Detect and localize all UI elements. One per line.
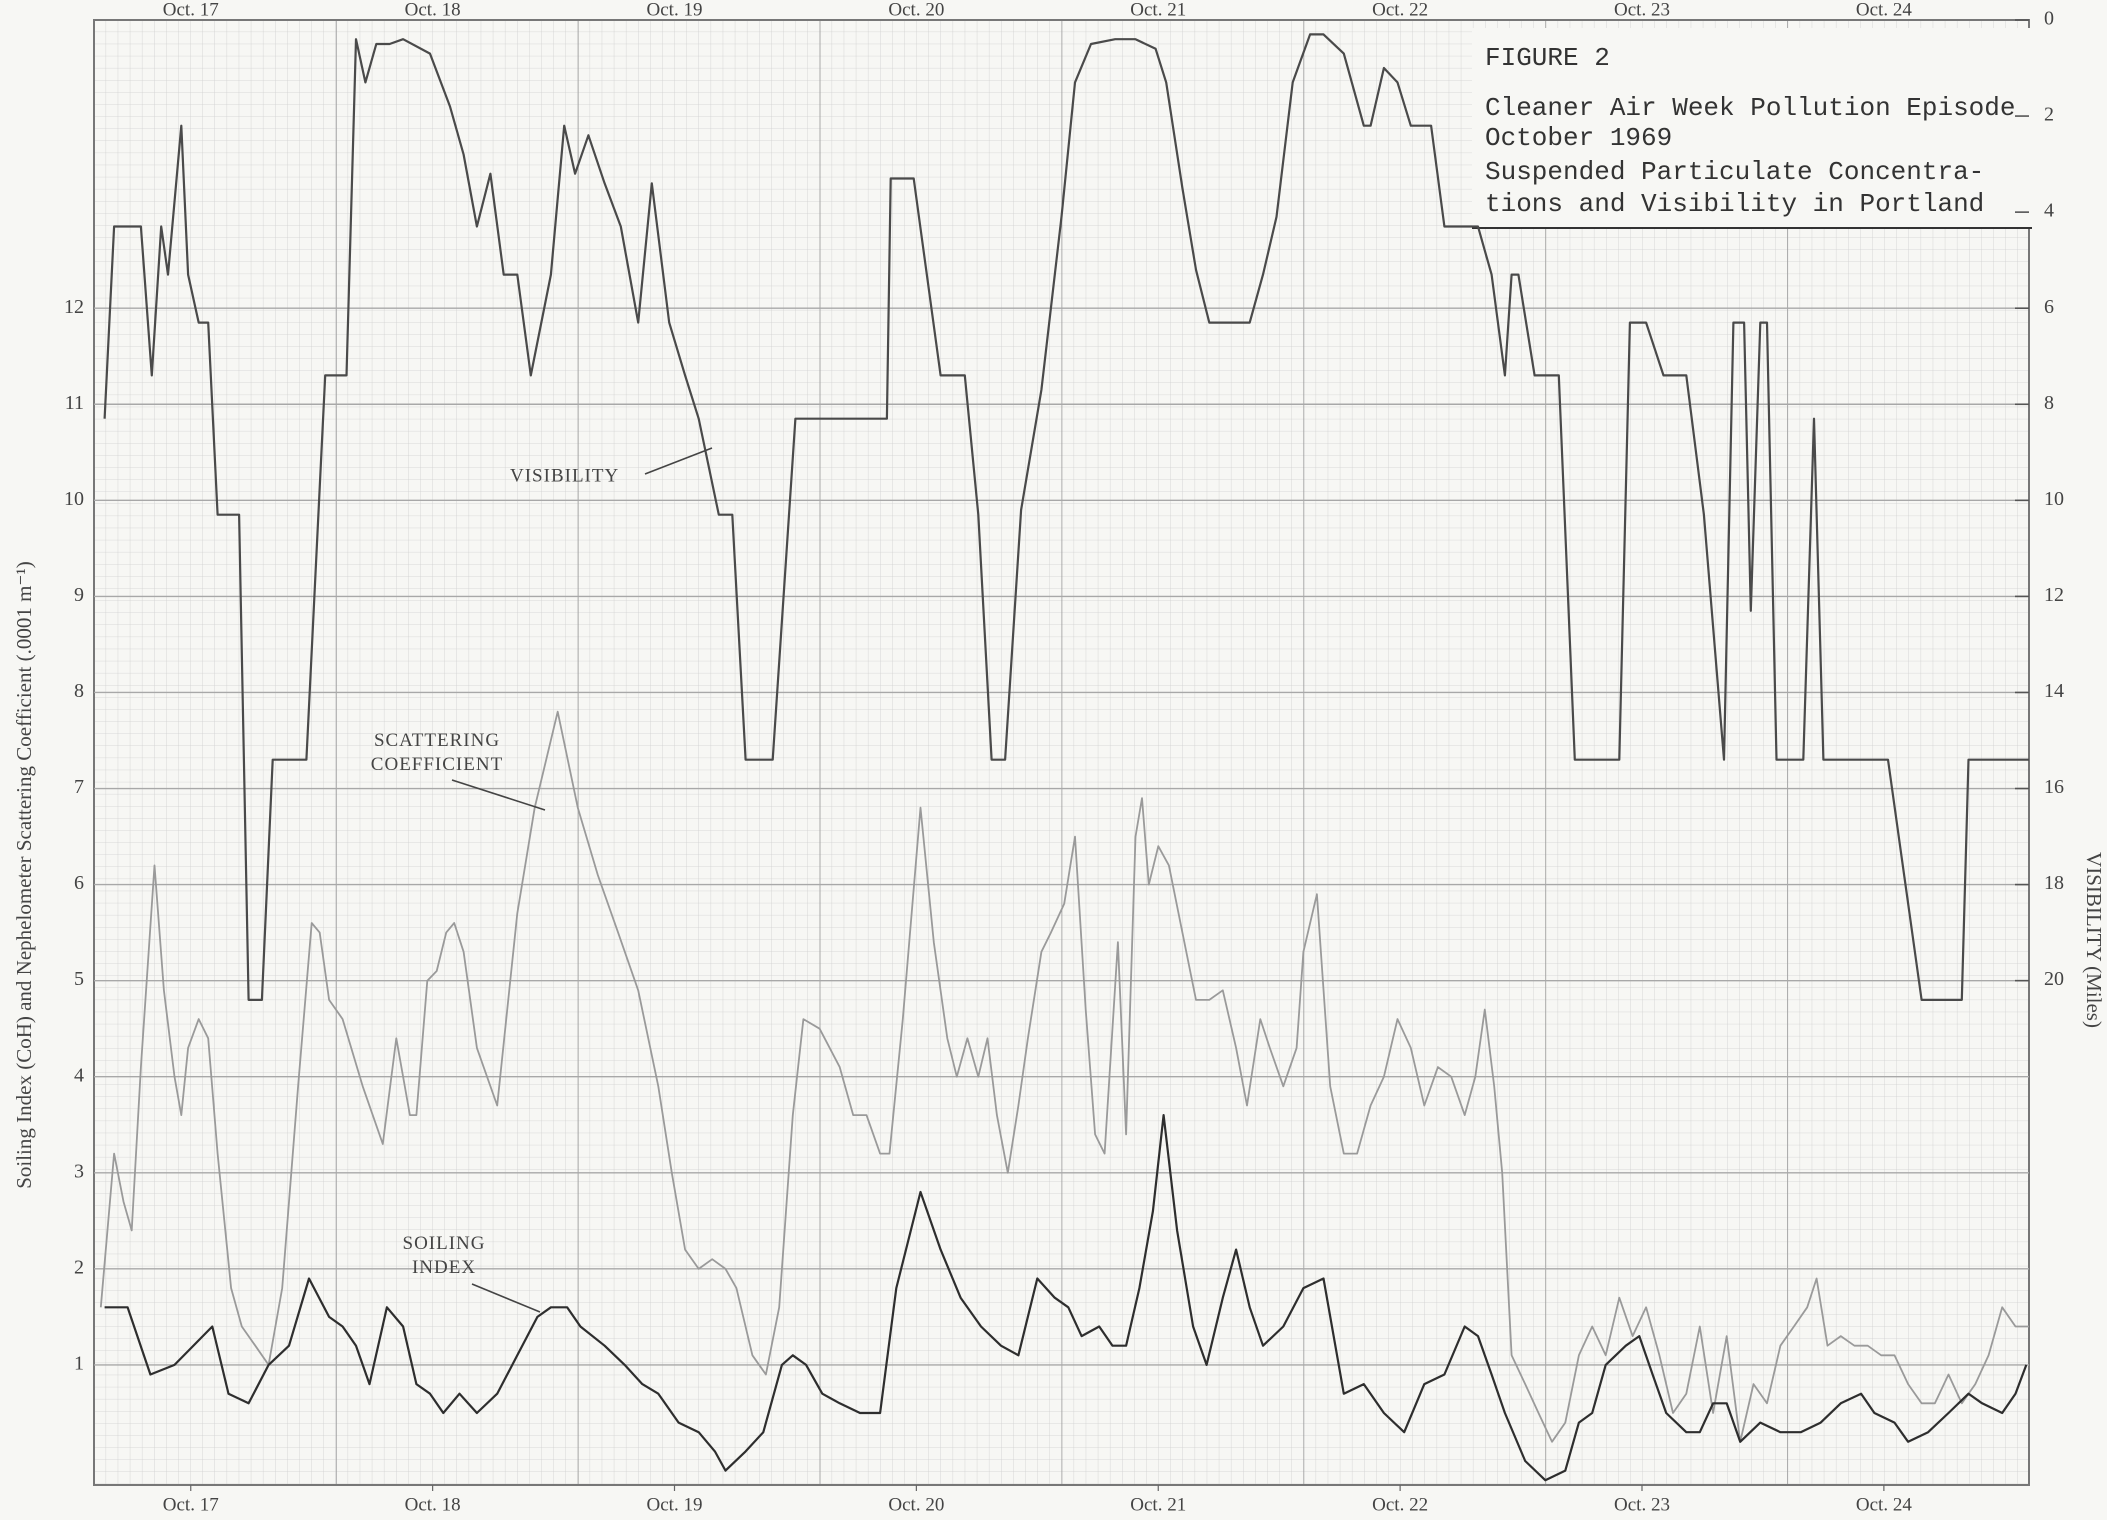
y-tick-label: 12 [64, 296, 84, 318]
leader-line [644, 447, 713, 475]
series-label: VISIBILITY [510, 465, 619, 486]
x-tick-label: Oct. 20 [888, 1494, 944, 1515]
y2-tick-label: 4 [2044, 200, 2054, 222]
y-tick-label: 7 [74, 776, 84, 798]
series-label-line: SCATTERING [374, 730, 500, 751]
x-tick-label: Oct. 22 [1372, 1494, 1428, 1515]
x-tick-label: Oct. 18 [405, 1494, 461, 1515]
chart-subtitle: October 1969 [1485, 123, 1672, 153]
y-tick-label: 2 [74, 1256, 84, 1278]
series-label: SCATTERING COEFFICIENT [371, 730, 503, 775]
y-tick-label: 8 [74, 680, 84, 702]
chart-title: FIGURE 2 [1485, 43, 1610, 73]
y2-tick-label: 18 [2044, 872, 2064, 894]
y-tick-label: 6 [74, 872, 84, 894]
x-tick-label: Oct. 22 [1372, 0, 1428, 20]
chart-subtitle: Cleaner Air Week Pollution Episode [1485, 93, 2016, 123]
x-tick-label: Oct. 24 [1856, 0, 1912, 20]
y2-tick-label: 10 [2044, 488, 2064, 510]
x-tick-label: Oct. 17 [163, 1494, 219, 1515]
series-label: SOILING INDEX [403, 1233, 486, 1278]
y2-tick-label: 2 [2044, 104, 2054, 126]
y-tick-label: 9 [74, 584, 84, 606]
x-tick-label: Oct. 17 [163, 0, 219, 20]
leader-line [451, 779, 546, 811]
x-tick-label: Oct. 20 [888, 0, 944, 20]
y2-tick-label: 16 [2044, 776, 2064, 798]
plot-frame [93, 19, 2030, 1486]
title-box: FIGURE 2 Cleaner Air Week Pollution Epis… [1472, 28, 2032, 229]
y2-axis-title: VISIBILITY (Miles) [2082, 852, 2106, 1028]
x-tick-label: Oct. 23 [1614, 1494, 1670, 1515]
chart-subtitle: tions and Visibility in Portland [1485, 189, 1984, 219]
series-line [99, 710, 2029, 1443]
leader-line [471, 1283, 541, 1313]
x-tick-label: Oct. 23 [1614, 0, 1670, 20]
y2-tick-label: 8 [2044, 392, 2054, 414]
chart-subtitle: Suspended Particulate Concentra- [1485, 157, 1984, 187]
title-background [1472, 28, 2032, 228]
series-line [103, 33, 2029, 1001]
series-line [104, 1114, 2028, 1482]
series-label-line: COEFFICIENT [371, 754, 503, 775]
y-tick-label: 10 [64, 488, 84, 510]
y-tick-label: 1 [74, 1353, 84, 1375]
series-label-line: SOILING [403, 1233, 486, 1254]
y2-tick-label: 12 [2044, 584, 2064, 606]
y2-tick-label: 6 [2044, 296, 2054, 318]
y-axis-title: Soiling Index (CoH) and Nephelometer Sca… [12, 561, 36, 1189]
x-tick-label: Oct. 21 [1130, 0, 1186, 20]
y-tick-label: 11 [65, 392, 84, 414]
day-lines [94, 20, 2029, 1485]
x-tick-label: Oct. 24 [1856, 1494, 1912, 1515]
x-tick-label: Oct. 19 [647, 1494, 703, 1515]
x-tick-label: Oct. 19 [647, 0, 703, 20]
y-tick-label: 5 [74, 968, 84, 990]
y-tick-label: 4 [74, 1064, 84, 1086]
y-tick-label: 3 [74, 1160, 84, 1182]
y2-tick-label: 0 [2044, 8, 2054, 30]
series-label-line: INDEX [412, 1257, 476, 1278]
x-tick-label: Oct. 18 [405, 0, 461, 20]
y2-tick-label: 14 [2044, 680, 2064, 702]
x-tick-label: Oct. 21 [1130, 1494, 1186, 1515]
y2-tick-label: 20 [2044, 968, 2064, 990]
